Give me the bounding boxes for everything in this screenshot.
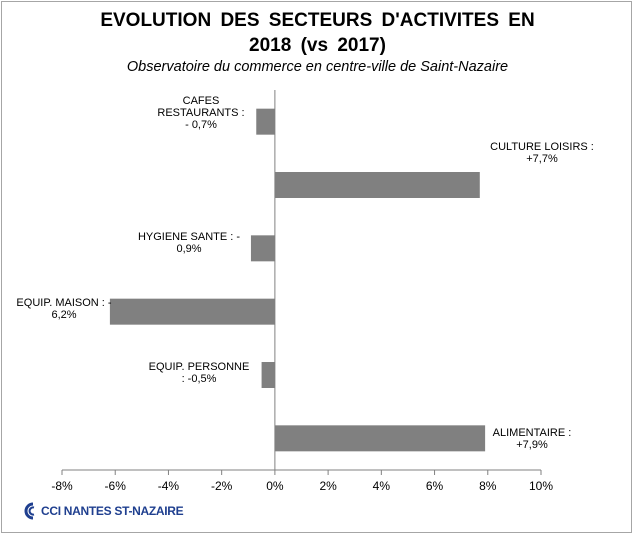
- cci-logo-text: CCI NANTES ST-NAZAIRE: [41, 504, 184, 518]
- x-tick-label: -6%: [105, 479, 127, 493]
- data-label: 0,9%: [176, 243, 201, 255]
- x-tick-label: 8%: [479, 479, 497, 493]
- x-tick-label: -4%: [158, 479, 180, 493]
- x-tick-label: 10%: [529, 479, 553, 493]
- data-label: 6,2%: [51, 309, 76, 321]
- data-label: : -0,5%: [182, 373, 217, 385]
- x-tick-label: -2%: [211, 479, 233, 493]
- data-label: HYGIENE SANTE : -: [138, 231, 240, 243]
- x-tick-label: 6%: [426, 479, 444, 493]
- x-tick-label: 2%: [319, 479, 337, 493]
- bar-alimentaire: [274, 425, 486, 452]
- cci-logo: CCI NANTES ST-NAZAIRE: [22, 500, 184, 522]
- bar-equip-maison: [109, 298, 275, 325]
- title-line-2: 2018 (vs 2017): [249, 35, 386, 56]
- chart-subtitle: Observatoire du commerce en centre-ville…: [126, 59, 509, 75]
- data-label: +7,7%: [526, 153, 558, 165]
- x-tick-label: 0%: [266, 479, 284, 493]
- bar-equip-personne: [261, 362, 275, 388]
- data-label: - 0,7%: [185, 119, 217, 131]
- x-tick-label: -8%: [51, 479, 73, 493]
- x-tick-label: 4%: [373, 479, 391, 493]
- bar-hygiene-sante: [250, 235, 275, 262]
- data-label: ALIMENTAIRE :: [493, 427, 572, 439]
- data-label: CULTURE LOISIRS :: [490, 141, 594, 153]
- data-label: EQUIP. MAISON : -: [16, 297, 111, 309]
- data-label: EQUIP. PERSONNE: [149, 361, 250, 373]
- data-label: +7,9%: [516, 439, 548, 451]
- bar-cafes-restaurants: [256, 108, 275, 135]
- chart-title: EVOLUTION DES SECTEURS D'ACTIVITES EN 20…: [0, 8, 635, 58]
- cci-logo-icon: [22, 501, 39, 521]
- data-label: CAFES: [183, 95, 220, 107]
- data-label: RESTAURANTS :: [157, 107, 244, 119]
- title-line-1: EVOLUTION DES SECTEURS D'ACTIVITES EN: [100, 10, 535, 31]
- bar-culture-loisirs: [274, 172, 480, 198]
